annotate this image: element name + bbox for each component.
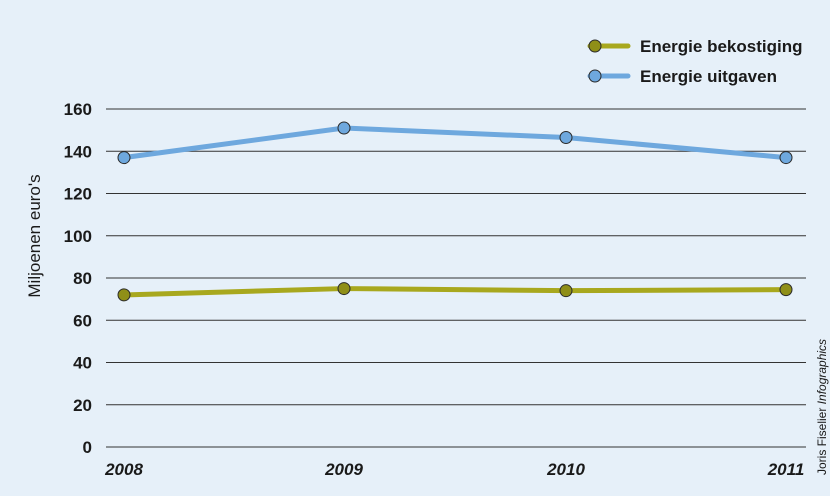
x-tick-label: 2010 [546, 460, 585, 479]
x-tick-label: 2011 [767, 460, 805, 479]
y-axis-ticks: 0 20 40 60 80 100 120 140 160 [64, 100, 92, 457]
y-tick-label: 120 [64, 185, 92, 204]
x-tick-label: 2009 [324, 460, 363, 479]
y-tick-label: 60 [73, 311, 92, 330]
legend-label: Energie bekostiging [640, 37, 802, 56]
legend-item: Energie bekostiging [587, 37, 802, 56]
data-point [559, 284, 573, 298]
series-1 [117, 121, 793, 165]
y-tick-label: 80 [73, 269, 92, 288]
credit-prefix: Joris Fiselier [815, 404, 829, 475]
series-line [121, 125, 789, 161]
data-point [559, 131, 573, 145]
data-point [779, 151, 793, 165]
x-tick-label: 2008 [104, 460, 143, 479]
y-tick-label: 140 [64, 142, 92, 161]
legend-swatch-marker [588, 69, 602, 83]
legend-swatch-marker [588, 39, 602, 53]
legend-item: Energie uitgaven [587, 67, 777, 86]
series-line [121, 286, 789, 298]
data-point [117, 288, 131, 302]
legend-label: Energie uitgaven [640, 67, 777, 86]
y-tick-label: 20 [73, 396, 92, 415]
y-tick-label: 0 [83, 438, 92, 457]
y-tick-label: 100 [64, 227, 92, 246]
data-point [779, 283, 793, 297]
x-axis-ticks: 2008 2009 2010 2011 [104, 460, 804, 479]
data-point [117, 151, 131, 165]
y-tick-label: 40 [73, 354, 92, 373]
credit-suffix: Infographics [815, 339, 829, 404]
data-point [337, 121, 351, 135]
y-axis-label: Miljoenen euro's [25, 174, 44, 297]
legend: Energie bekostiging Energie uitgaven [587, 37, 802, 86]
gridlines [106, 108, 806, 448]
series-0 [117, 282, 793, 302]
y-tick-label: 160 [64, 100, 92, 119]
series-lines [117, 121, 793, 302]
credit-text: Joris Fiselier Infographics [815, 339, 829, 475]
data-point [337, 282, 351, 296]
